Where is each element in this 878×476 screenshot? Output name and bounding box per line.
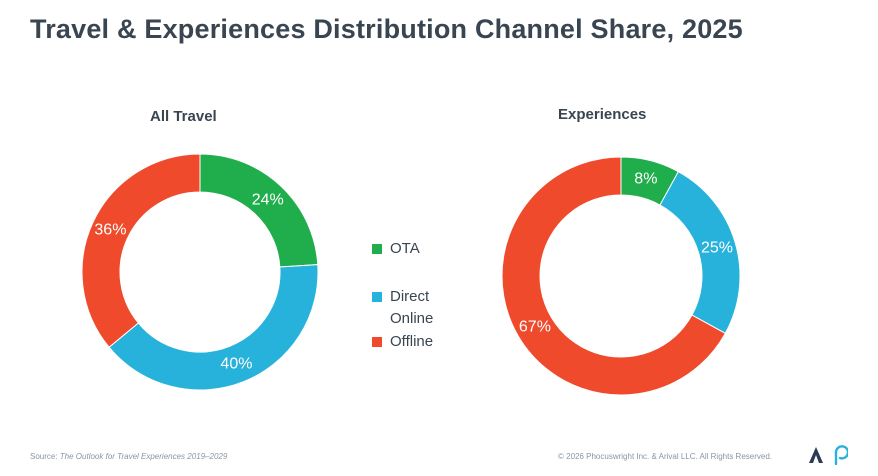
all-travel-donut-chart: 24% 40% 36%: [81, 153, 319, 391]
legend-item-offline: Offline: [372, 331, 450, 353]
legend-item-ota: OTA: [372, 238, 450, 260]
donut-label-ota: 8%: [634, 171, 657, 188]
arival-logo-icon: [809, 447, 823, 463]
donut-label-direct-online: 25%: [701, 240, 733, 257]
legend-swatch-offline: [372, 337, 382, 347]
donut-slice-ota: [199, 153, 319, 268]
page-title: Travel & Experiences Distribution Channe…: [30, 14, 743, 44]
donut-label-offline: 36%: [94, 221, 126, 238]
legend-label-ota: OTA: [390, 240, 420, 257]
legend-label-offline: Offline: [390, 333, 434, 350]
legend-item-direct-online: Direct Online: [372, 286, 450, 330]
experiences-donut-chart: 8% 25% 67%: [501, 156, 741, 396]
footer-source-prefix: Source:: [30, 452, 60, 461]
footer-source-title: The Outlook for Travel Experiences 2019–…: [59, 452, 228, 461]
donut-label-ota: 24%: [252, 191, 284, 208]
donut-label-offline: 67%: [519, 318, 551, 335]
chart-title-experiences: Experiences: [558, 106, 647, 123]
phocuswright-logo-icon: [834, 445, 848, 465]
donut-slice-offline: [501, 156, 726, 396]
logos: [808, 445, 848, 465]
legend-label-direct-online: Direct Online: [390, 288, 434, 327]
legend-swatch-ota: [372, 244, 382, 254]
donut-slice-offline: [81, 153, 201, 348]
donut-label-direct-online: 40%: [220, 356, 252, 373]
donut-slice-direct-online: [108, 264, 319, 391]
footer-source: Source: The Outlook for Travel Experienc…: [30, 452, 227, 461]
footer-copyright: © 2026 Phocuswright Inc. & Arival LLC. A…: [558, 452, 772, 461]
legend-swatch-direct-online: [372, 292, 382, 302]
chart-title-all-travel: All Travel: [150, 108, 217, 125]
